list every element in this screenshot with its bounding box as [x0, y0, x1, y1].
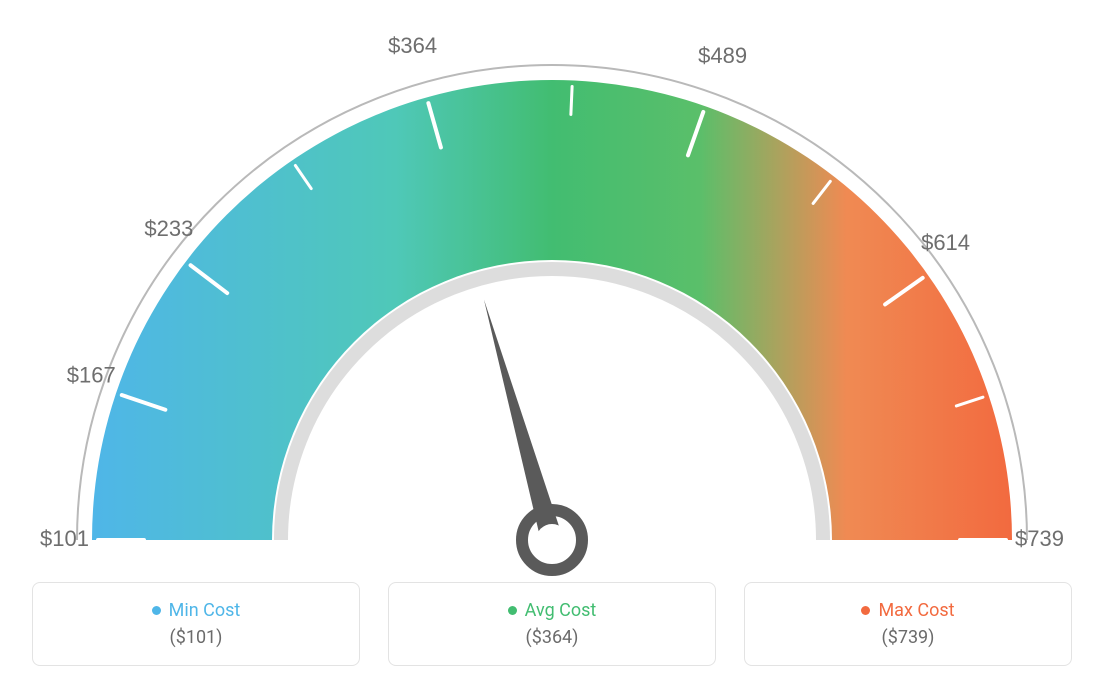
gauge-container: $101 $167 $233 $364 $489 $614 $739 [0, 0, 1104, 575]
svg-text:$489: $489 [698, 43, 747, 68]
max-cost-card: Max Cost ($739) [744, 582, 1072, 666]
min-cost-dot [152, 606, 161, 615]
max-cost-label-text: Max Cost [878, 600, 954, 621]
gauge-chart: $101 $167 $233 $364 $489 $614 $739 [32, 20, 1072, 580]
svg-text:$101: $101 [40, 526, 89, 551]
svg-text:$739: $739 [1015, 526, 1064, 551]
summary-cards: Min Cost ($101) Avg Cost ($364) Max Cost… [32, 582, 1072, 666]
min-cost-label-text: Min Cost [169, 600, 241, 621]
svg-text:$614: $614 [921, 230, 970, 255]
avg-cost-dot [508, 606, 517, 615]
max-cost-value: ($739) [882, 627, 935, 648]
avg-cost-label-text: Avg Cost [525, 600, 597, 621]
min-cost-label: Min Cost [152, 600, 241, 621]
avg-cost-value: ($364) [526, 627, 579, 648]
min-cost-card: Min Cost ($101) [32, 582, 360, 666]
min-cost-value: ($101) [170, 627, 223, 648]
svg-text:$167: $167 [67, 362, 116, 387]
avg-cost-label: Avg Cost [508, 600, 597, 621]
svg-text:$233: $233 [144, 216, 193, 241]
max-cost-label: Max Cost [861, 600, 954, 621]
avg-cost-card: Avg Cost ($364) [388, 582, 716, 666]
max-cost-dot [861, 606, 870, 615]
svg-text:$364: $364 [388, 33, 437, 58]
